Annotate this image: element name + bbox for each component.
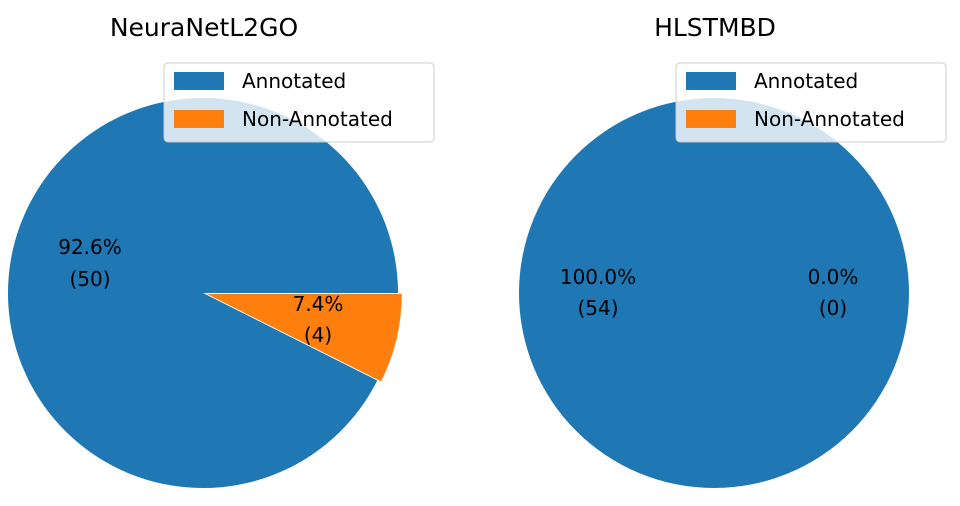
legend-label-non-annotated: Non-Annotated — [242, 107, 393, 131]
legend-swatch-annotated — [174, 72, 224, 90]
legend-swatch-annotated — [686, 72, 736, 90]
chart-title: NeuraNetL2GO — [110, 13, 298, 42]
legend-box — [675, 62, 947, 143]
pie-labels: 100.0% (54) 0.0% (0) — [560, 265, 859, 320]
legend-swatch-non-annotated — [174, 110, 224, 128]
slice-label-count: (50) — [69, 267, 110, 291]
slice-label-count: (4) — [304, 323, 332, 347]
pie-slice-annotated — [519, 98, 909, 488]
pie-labels: 92.6% (50) 7.4% (4) — [58, 235, 343, 347]
pie-chart-hlstmbd: HLSTMBD 100.0% (54) 0.0% (0) Annotated N… — [519, 13, 947, 488]
pie-slices — [519, 98, 909, 488]
slice-label-count: (0) — [819, 296, 847, 320]
legend-label-non-annotated: Non-Annotated — [754, 107, 905, 131]
slice-label-percent: 7.4% — [293, 292, 344, 316]
slice-label-percent: 0.0% — [808, 265, 859, 289]
pie-slice-non-annotated — [206, 293, 402, 382]
slice-label-count: (54) — [577, 296, 618, 320]
legend-label-annotated: Annotated — [754, 69, 858, 93]
legend: Annotated Non-Annotated — [163, 62, 435, 143]
pie-slices — [8, 98, 402, 488]
pie-chart-neuranetl2go: NeuraNetL2GO 92.6% (50) 7.4% (4) Annotat… — [8, 13, 435, 488]
legend-swatch-non-annotated — [686, 110, 736, 128]
slice-label-percent: 92.6% — [58, 235, 122, 259]
legend: Annotated Non-Annotated — [675, 62, 947, 143]
legend-box — [163, 62, 435, 143]
legend-label-annotated: Annotated — [242, 69, 346, 93]
pie-slice-annotated — [8, 98, 398, 488]
slice-label-percent: 100.0% — [560, 265, 636, 289]
chart-title: HLSTMBD — [654, 13, 776, 42]
